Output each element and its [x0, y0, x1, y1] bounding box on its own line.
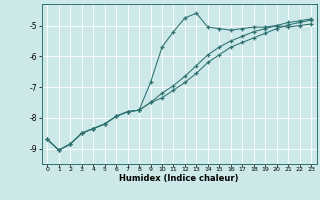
X-axis label: Humidex (Indice chaleur): Humidex (Indice chaleur) — [119, 174, 239, 183]
